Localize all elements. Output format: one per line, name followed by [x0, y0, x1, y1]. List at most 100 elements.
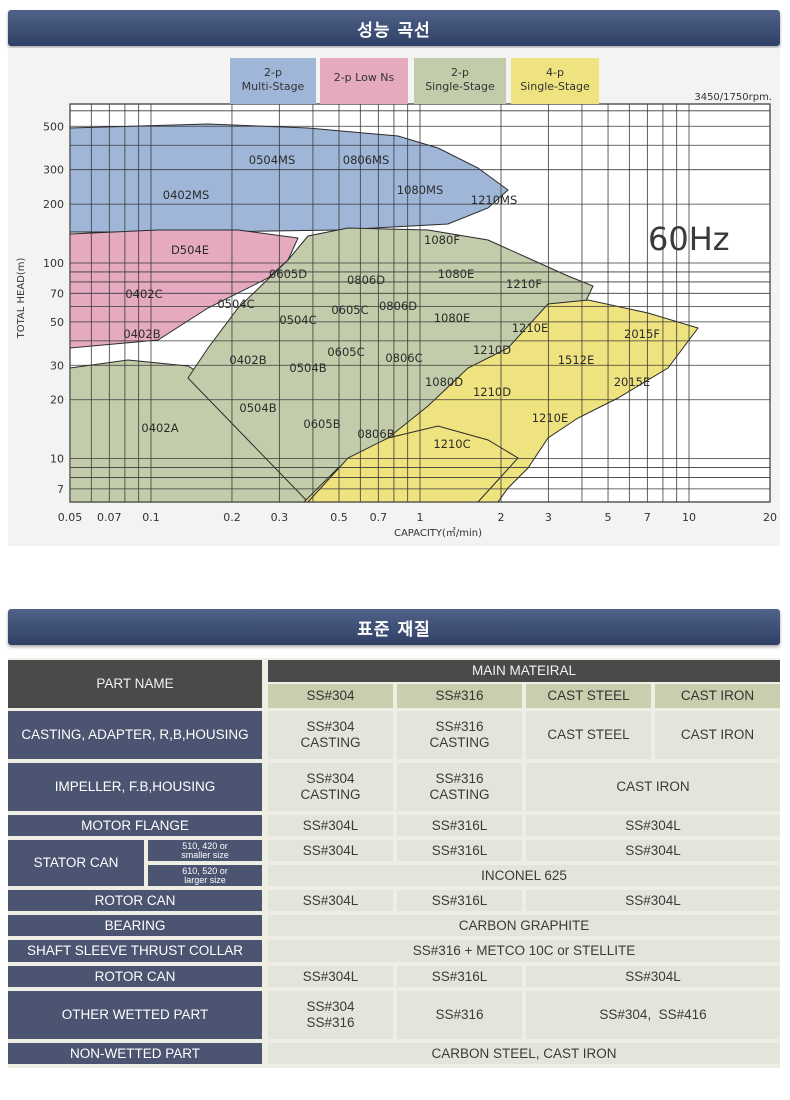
model-label: 0806D — [379, 299, 417, 313]
row-bearing-material: CARBON GRAPHITE — [268, 915, 780, 936]
row-stator-can-cast: SS#304L — [526, 840, 780, 861]
model-label: 0806D — [347, 273, 385, 287]
y-tick-label: 30 — [50, 359, 64, 372]
model-label: 0504B — [289, 361, 326, 375]
model-label: 1080MS — [397, 183, 444, 197]
legend-label: 4-p — [546, 66, 564, 79]
model-label: 2015E — [614, 375, 651, 389]
x-tick-label: 0.1 — [142, 511, 160, 524]
performance-chart-panel: 2-p Multi-Stage 2-p Low Ns 2-p Single-Stage 4… — [8, 48, 780, 546]
material-table: PART NAME MAIN MATEIRAL SS#304 SS#316 CA… — [8, 658, 780, 1068]
legend-label: Multi-Stage — [242, 80, 305, 93]
model-label: 0402C — [125, 287, 162, 301]
model-label: 0605B — [303, 417, 340, 431]
y-tick-label: 70 — [50, 287, 64, 300]
model-label: 1080E — [434, 311, 471, 325]
model-label: 0605D — [269, 267, 307, 281]
model-label: 0504C — [279, 313, 316, 327]
model-label: 0806B — [357, 427, 394, 441]
legend-label: Single-Stage — [425, 80, 495, 93]
x-tick-label: 0.2 — [223, 511, 241, 524]
row-motor-flange-cast: SS#304L — [526, 815, 780, 836]
row-stator-can-name: STATOR CAN — [8, 840, 144, 886]
x-tick-label: 0.07 — [97, 511, 122, 524]
row-rotor-can-2-ss316: SS#316L — [397, 966, 522, 987]
row-rotor-can-2-ss304: SS#304L — [268, 966, 393, 987]
x-tick-label: 2 — [497, 511, 504, 524]
row-impeller-name: IMPELLER, F.B,HOUSING — [8, 763, 262, 811]
row-casting-name: CASTING, ADAPTER, R,B,HOUSING — [8, 711, 262, 759]
model-label: 1080D — [425, 375, 463, 389]
y-tick-label: 50 — [50, 316, 64, 329]
x-tick-label: 0.5 — [330, 511, 348, 524]
model-label: 0402B — [229, 353, 266, 367]
x-tick-label: 7 — [644, 511, 651, 524]
row-shaft-name: SHAFT SLEEVE THRUST COLLAR — [8, 940, 262, 962]
legend-label: 2-p — [451, 66, 469, 79]
row-stator-can-ss304: SS#304L — [268, 840, 393, 861]
row-casting-ss316: SS#316 CASTING — [397, 711, 522, 759]
row-bearing-name: BEARING — [8, 915, 262, 936]
part-name-header: PART NAME — [8, 660, 262, 708]
hz-label: 60Hz — [648, 220, 730, 258]
row-rotor-can-name: ROTOR CAN — [8, 890, 262, 911]
model-label: 0402MS — [163, 188, 210, 202]
model-label: 1512E — [558, 353, 595, 367]
y-tick-label: 20 — [50, 394, 64, 407]
x-tick-label: 0.3 — [271, 511, 289, 524]
main-material-header: MAIN MATEIRAL — [268, 660, 780, 682]
y-axis-label: TOTAL HEAD(m) — [16, 257, 27, 339]
model-label: 0605C — [327, 345, 364, 359]
x-tick-label: 5 — [605, 511, 612, 524]
model-label: D504E — [171, 243, 209, 257]
model-label: 0504MS — [249, 153, 296, 167]
model-label: 1210E — [512, 321, 549, 335]
x-tick-label: 1 — [417, 511, 424, 524]
legend-swatch — [414, 58, 506, 104]
row-other-wetted-ss304: SS#304 SS#316 — [268, 991, 393, 1039]
row-other-wetted-cast: SS#304, SS#416 — [526, 991, 780, 1039]
row-motor-flange-ss304: SS#304L — [268, 815, 393, 836]
row-shaft-material: SS#316 + METCO 10C or STELLITE — [268, 940, 780, 962]
legend-label: 2-p Low Ns — [334, 71, 395, 84]
model-label: 0504B — [239, 401, 276, 415]
row-impeller-ss316: SS#316 CASTING — [397, 763, 522, 811]
model-label: 1210E — [532, 411, 569, 425]
model-label: 0402A — [141, 421, 178, 435]
row-other-wetted-ss316: SS#316 — [397, 991, 522, 1039]
row-other-wetted-name: OTHER WETTED PART — [8, 991, 262, 1039]
model-label: 1080F — [424, 233, 460, 247]
row-non-wetted-name: NON-WETTED PART — [8, 1043, 262, 1064]
model-label: 1210C — [433, 437, 470, 451]
row-stator-can-small-size: 510, 420 or smaller size — [148, 840, 262, 861]
material-col-cast-iron: CAST IRON — [655, 684, 780, 708]
performance-curve-banner: 성능 곡선 — [8, 10, 780, 46]
x-tick-label: 0.7 — [370, 511, 388, 524]
y-tick-label: 10 — [50, 453, 64, 466]
material-col-ss316: SS#316 — [397, 684, 522, 708]
y-tick-label: 7 — [57, 483, 64, 496]
model-label: 1210MS — [471, 193, 518, 207]
legend-label: 2-p — [264, 66, 282, 79]
x-tick-label: 3 — [545, 511, 552, 524]
row-rotor-can-ss304: SS#304L — [268, 890, 393, 911]
legend-swatch — [511, 58, 599, 104]
y-tick-label: 200 — [43, 198, 64, 211]
x-tick-label: 20 — [763, 511, 777, 524]
row-casting-cast-steel: CAST STEEL — [526, 711, 651, 759]
model-label: 0605C — [331, 303, 368, 317]
x-axis-label: CAPACITY(㎥/min) — [394, 526, 482, 539]
rpm-note: 3450/1750rpm. — [694, 92, 772, 103]
row-rotor-can-2-name: ROTOR CAN — [8, 966, 262, 987]
x-tick-label: 0.05 — [58, 511, 83, 524]
row-rotor-can-2-cast: SS#304L — [526, 966, 780, 987]
model-label: 1210D — [473, 343, 511, 357]
row-rotor-can-cast: SS#304L — [526, 890, 780, 911]
model-label: 0806C — [385, 351, 422, 365]
model-label: 1210D — [473, 385, 511, 399]
row-stator-can-inconel: INCONEL 625 — [268, 865, 780, 886]
model-label: 0806MS — [343, 153, 390, 167]
model-label: 0402B — [123, 327, 160, 341]
row-stator-can-ss316: SS#316L — [397, 840, 522, 861]
